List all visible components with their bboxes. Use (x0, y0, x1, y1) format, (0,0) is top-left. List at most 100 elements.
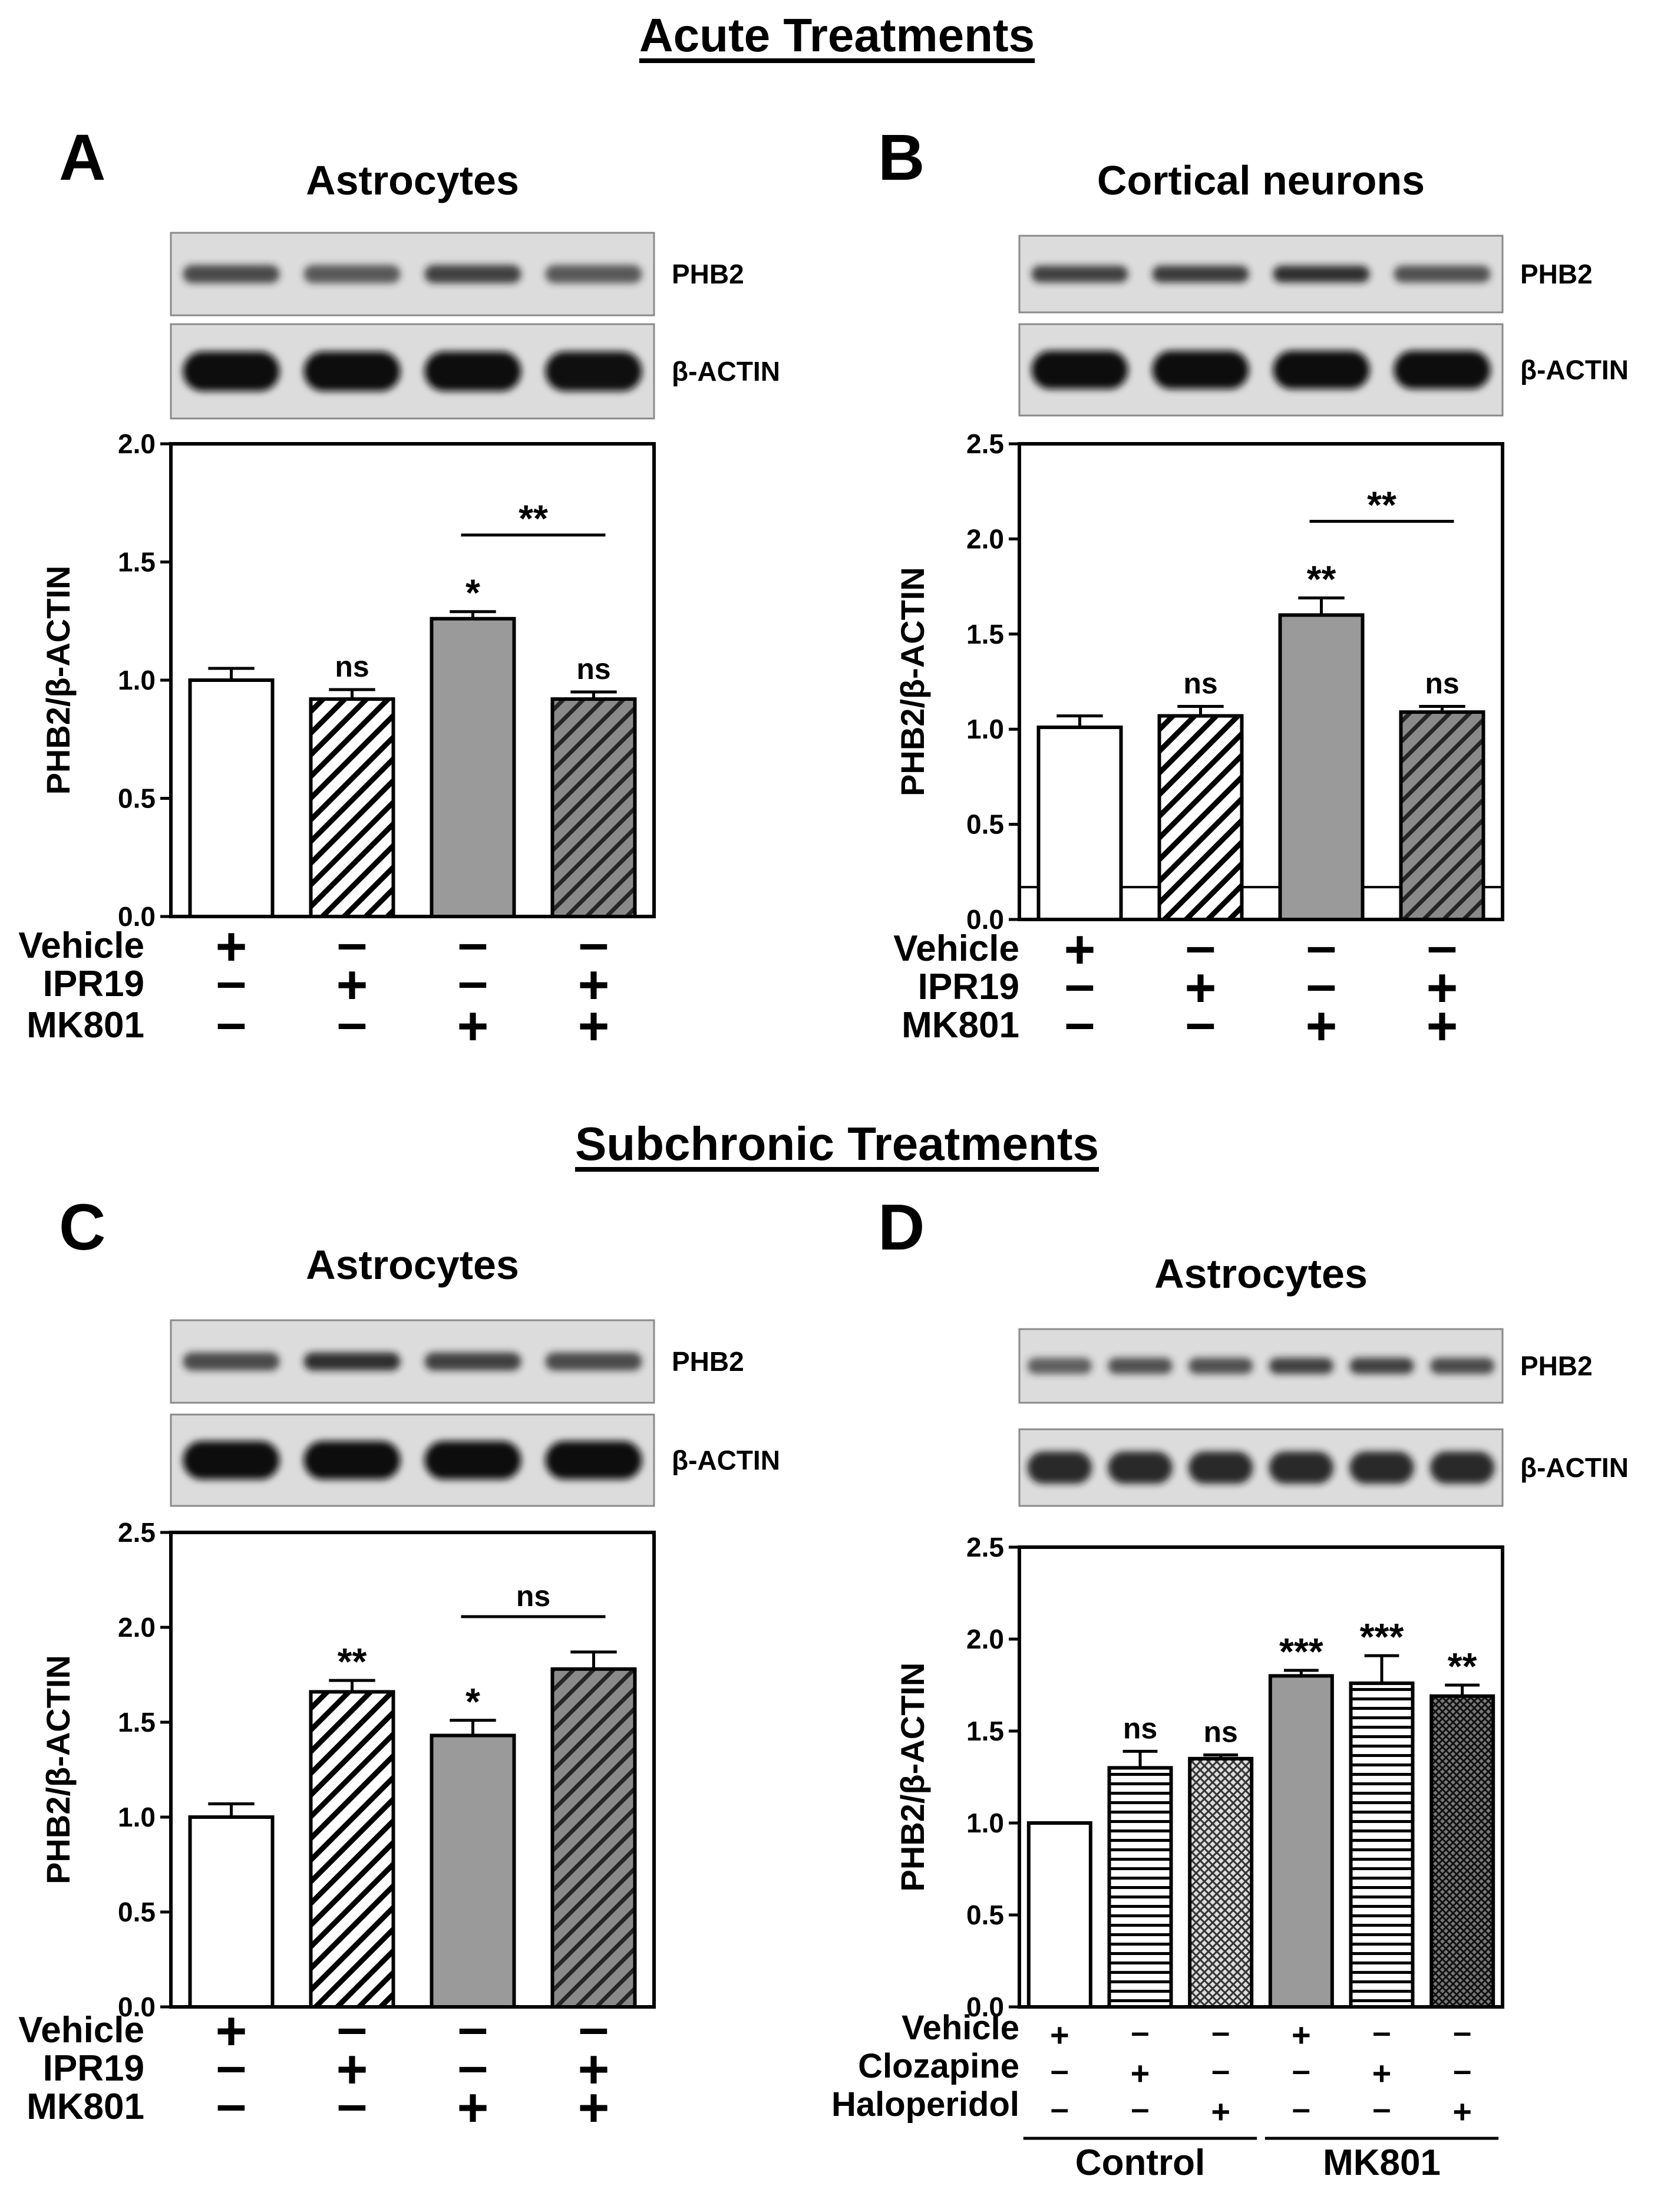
bar (430, 1733, 516, 2009)
blot-band (183, 1440, 280, 1480)
treatment-label: IPR19 (43, 2048, 144, 2089)
treatment-sign: – (337, 2074, 367, 2134)
panel-letter: B (878, 121, 925, 194)
blot-label: β-ACTIN (672, 356, 780, 387)
y-tick-label: 0.5 (966, 809, 1004, 840)
blot-phb2: PHB2 (170, 232, 744, 317)
significance-label: ns (335, 650, 369, 683)
treatment-sign: + (1131, 2055, 1150, 2092)
treatment-sign: – (458, 913, 488, 973)
treatment-sign: + (1185, 958, 1217, 1018)
blot-band (1273, 265, 1370, 283)
significance-label: ** (338, 1640, 367, 1683)
treatment-sign: – (216, 2036, 246, 2096)
bar (309, 697, 395, 918)
panel-title: Cortical neurons (1097, 157, 1425, 203)
blot-band (1269, 1451, 1333, 1484)
treatment-sign: – (216, 993, 246, 1053)
treatment-sign: – (1372, 2089, 1391, 2127)
treatment-sign: – (1453, 2013, 1471, 2050)
treatment-label: IPR19 (918, 967, 1019, 1007)
treatment-sign: + (1452, 2093, 1472, 2130)
bar (309, 1690, 395, 2009)
bar (1399, 710, 1485, 921)
blot-band (1188, 1357, 1253, 1374)
blot-phb2: PHB2 (1018, 235, 1593, 314)
blot-label: PHB2 (1520, 259, 1593, 289)
y-tick-label: 0.5 (966, 1900, 1004, 1930)
bar (1278, 613, 1365, 921)
blot-band (545, 1440, 642, 1480)
y-tick-label: 2.0 (966, 523, 1004, 554)
treatment-sign: – (216, 951, 246, 1011)
y-tick-label: 2.0 (118, 1612, 156, 1643)
panel-c: C Astrocytes PHB2 β-ACTIN 0.0 0.5 1.0 1.5 2.0 2.5… (18, 1191, 780, 2138)
bar (1349, 1681, 1415, 2009)
y-tick-label: 0.5 (118, 1897, 156, 1927)
blot-band (1430, 1357, 1495, 1374)
blot-label: β-ACTIN (1520, 1452, 1629, 1483)
y-axis-label: PHB2/β-ACTIN (894, 567, 931, 796)
blot-label: β-ACTIN (1520, 355, 1629, 385)
y-tick-label: 1.5 (966, 619, 1004, 650)
treatment-sign: + (578, 2078, 610, 2138)
bar (1188, 1756, 1254, 2009)
y-tick-label: 1.5 (966, 1716, 1004, 1746)
y-tick-label: 2.5 (966, 1532, 1004, 1562)
blot-band (303, 1352, 401, 1371)
blot-band (1430, 1451, 1495, 1484)
blot-band (424, 351, 521, 391)
bracket-label: ns (516, 1580, 550, 1613)
plot-frame (1018, 1545, 1504, 2009)
treatment-sign: – (1211, 2051, 1230, 2088)
section-title-acute: Acute Treatments (639, 9, 1035, 61)
treatment-sign: + (1372, 2055, 1392, 2092)
y-tick-label: 2.5 (118, 1517, 156, 1548)
blot-band (183, 351, 280, 391)
treatment-sign: – (337, 913, 367, 973)
significance-label: ns (1203, 1716, 1237, 1749)
blot-band (545, 1352, 642, 1371)
y-tick-label: 1.0 (966, 714, 1004, 744)
treatment-sign: – (1131, 2013, 1149, 2050)
treatment-sign: + (336, 2039, 368, 2099)
treatment-sign: + (578, 2039, 610, 2099)
treatment-label: Vehicle (18, 925, 144, 966)
blot-band (1027, 1357, 1092, 1374)
blot-band (1152, 350, 1249, 390)
blot-membrane (1018, 1428, 1504, 1507)
treatment-sign: + (1064, 919, 1096, 980)
treatment-label: Vehicle (18, 2010, 144, 2051)
bracket-label: ** (519, 497, 548, 540)
y-tick-label: 0.0 (966, 1992, 1004, 2022)
treatment-sign: + (457, 996, 489, 1056)
plot-frame (169, 1531, 656, 2009)
treatment-sign: – (1292, 2089, 1310, 2127)
treatment-sign: – (1131, 2089, 1149, 2127)
blot-beta-actin: β-ACTIN (170, 323, 780, 420)
blot-label: β-ACTIN (672, 1445, 780, 1476)
significance-label: ns (1425, 667, 1459, 700)
y-tick-label: 1.0 (118, 1802, 156, 1832)
treatment-sign: + (1292, 2016, 1311, 2053)
bar (1107, 1766, 1173, 2009)
panel-b: B Cortical neurons PHB2 β-ACTIN 0.0 0.5 1.0 1.5… (878, 121, 1629, 1056)
blot-band (1188, 1451, 1253, 1484)
treatment-label: Haloperidol (831, 2085, 1019, 2124)
significance-label: * (465, 1680, 480, 1723)
treatment-sign: – (1051, 2051, 1069, 2088)
treatment-sign: + (216, 917, 247, 977)
blot-band (545, 351, 642, 391)
bar (1157, 714, 1244, 921)
panel-d: D Astrocytes PHB2 β-ACTIN 0.0 0.5 1.0 1.5 2.0 2.5… (831, 1191, 1629, 2183)
y-axis-label: PHB2/β-ACTIN (39, 566, 77, 795)
bar (1429, 1694, 1495, 2009)
treatment-sign: + (336, 955, 368, 1015)
y-tick-label: 0.5 (118, 783, 156, 814)
treatment-sign: + (216, 2001, 247, 2061)
treatment-sign: + (1427, 996, 1458, 1056)
treatment-sign: + (1427, 958, 1458, 1018)
treatment-label: Clozapine (858, 2047, 1019, 2085)
blot-band (1394, 265, 1491, 283)
